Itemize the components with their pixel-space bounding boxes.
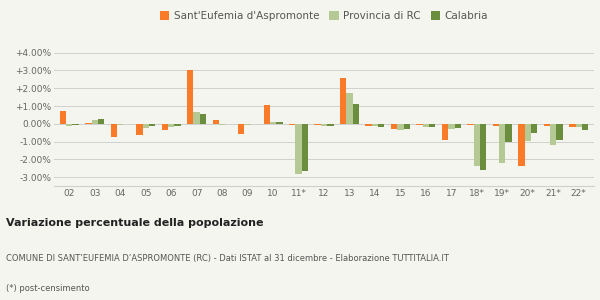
Bar: [73, 124, 79, 125]
Bar: [187, 70, 193, 124]
Bar: [161, 124, 168, 130]
Bar: [582, 124, 588, 130]
Bar: [263, 105, 270, 124]
Bar: [505, 124, 512, 142]
Bar: [98, 119, 104, 124]
Bar: [60, 111, 66, 124]
Text: COMUNE DI SANT’EUFEMIA D’ASPROMONTE (RC) - Dati ISTAT al 31 dicembre - Elaborazi: COMUNE DI SANT’EUFEMIA D’ASPROMONTE (RC)…: [6, 254, 449, 263]
Bar: [531, 124, 538, 133]
Bar: [92, 120, 98, 124]
Bar: [365, 124, 372, 126]
Bar: [200, 114, 206, 124]
Bar: [372, 124, 378, 126]
Bar: [455, 124, 461, 128]
Bar: [289, 124, 295, 125]
Bar: [66, 124, 73, 126]
Bar: [302, 124, 308, 171]
Bar: [473, 124, 480, 166]
Bar: [321, 124, 327, 126]
Bar: [193, 112, 200, 124]
Bar: [442, 124, 448, 140]
Bar: [416, 124, 423, 125]
Bar: [378, 124, 385, 127]
Bar: [168, 124, 175, 127]
Bar: [544, 124, 550, 126]
Bar: [270, 122, 276, 124]
Bar: [397, 124, 404, 130]
Bar: [314, 124, 321, 125]
Text: (*) post-censimento: (*) post-censimento: [6, 284, 89, 293]
Bar: [244, 124, 251, 125]
Bar: [391, 124, 397, 129]
Legend: Sant'Eufemia d'Aspromonte, Provincia di RC, Calabria: Sant'Eufemia d'Aspromonte, Provincia di …: [156, 7, 492, 25]
Bar: [212, 120, 219, 124]
Bar: [340, 78, 346, 124]
Bar: [346, 93, 353, 124]
Bar: [295, 124, 302, 174]
Bar: [85, 123, 92, 124]
Bar: [480, 124, 487, 170]
Bar: [499, 124, 505, 163]
Bar: [448, 124, 455, 129]
Bar: [550, 124, 556, 145]
Bar: [518, 124, 524, 166]
Bar: [175, 124, 181, 126]
Bar: [404, 124, 410, 129]
Bar: [136, 124, 143, 135]
Bar: [524, 124, 531, 141]
Bar: [219, 124, 225, 125]
Bar: [493, 124, 499, 126]
Bar: [429, 124, 436, 127]
Bar: [238, 124, 244, 134]
Bar: [575, 124, 582, 127]
Bar: [143, 124, 149, 128]
Text: Variazione percentuale della popolazione: Variazione percentuale della popolazione: [6, 218, 263, 229]
Bar: [423, 124, 429, 127]
Bar: [110, 124, 117, 137]
Bar: [276, 122, 283, 124]
Bar: [149, 124, 155, 126]
Bar: [327, 124, 334, 126]
Bar: [467, 124, 473, 125]
Bar: [353, 104, 359, 124]
Bar: [556, 124, 563, 140]
Bar: [117, 124, 124, 125]
Bar: [569, 124, 575, 127]
